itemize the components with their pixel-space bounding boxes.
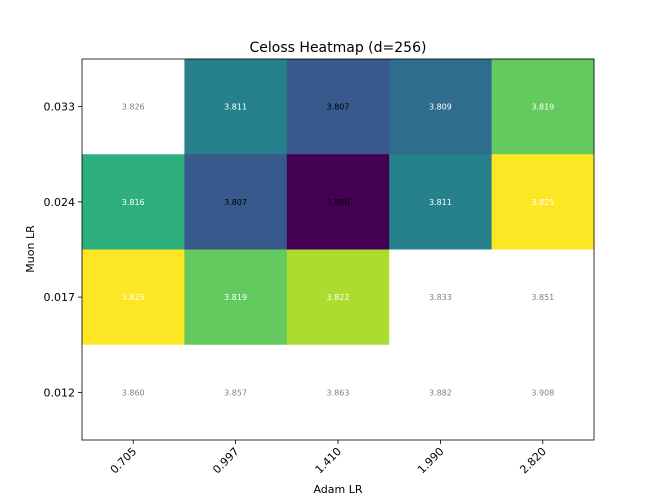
chart-title: Celoss Heatmap (d=256) bbox=[250, 40, 427, 56]
cell-value-label: 3.826 bbox=[122, 103, 145, 112]
y-axis-ticks: 0.033 0.024 0.017 0.012 bbox=[44, 101, 82, 399]
cell-value-label: 3.807 bbox=[224, 198, 247, 207]
heatmap-cell bbox=[184, 59, 288, 155]
heatmap-cell bbox=[184, 154, 288, 250]
cell-value-label: 3.819 bbox=[224, 293, 247, 302]
x-tick-label: 2.820 bbox=[517, 445, 548, 476]
cell-value-label: 3.811 bbox=[429, 198, 452, 207]
y-tick-label: 0.033 bbox=[44, 101, 76, 114]
heatmap-cell bbox=[491, 154, 595, 250]
cell-value-label: 3.857 bbox=[224, 388, 247, 397]
heatmap-cell bbox=[82, 249, 185, 346]
heatmap-cell bbox=[286, 154, 390, 250]
x-tick-label: 0.705 bbox=[108, 445, 139, 476]
heatmap-cell bbox=[286, 59, 390, 155]
cell-value-label: 3.825 bbox=[531, 198, 554, 207]
heatmap-cell-labels: 3.826 3.811 3.807 3.809 3.819 3.816 3.807 3.800… bbox=[122, 103, 555, 398]
y-tick-label: 0.024 bbox=[44, 196, 76, 209]
heatmap-cell bbox=[286, 344, 390, 441]
cell-value-label: 3.816 bbox=[122, 198, 145, 207]
x-tick-label: 1.990 bbox=[415, 445, 446, 476]
y-tick-label: 0.017 bbox=[44, 291, 76, 304]
heatmap-cell bbox=[184, 249, 288, 346]
heatmap-cell bbox=[389, 249, 493, 346]
y-axis-label: Muon LR bbox=[24, 225, 37, 273]
cell-value-label: 3.851 bbox=[531, 293, 554, 302]
heatmap-cell bbox=[82, 59, 185, 155]
heatmap-cell bbox=[491, 344, 595, 441]
cell-value-label: 3.807 bbox=[327, 103, 350, 112]
x-tick-label: 0.997 bbox=[210, 445, 241, 476]
x-axis-ticks: 0.705 0.997 1.410 1.990 2.820 bbox=[108, 440, 549, 476]
heatmap-cell bbox=[491, 249, 595, 346]
heatmap-cell bbox=[184, 344, 288, 441]
heatmap-cell bbox=[82, 154, 185, 250]
cell-value-label: 3.809 bbox=[429, 103, 452, 112]
cell-value-label: 3.825 bbox=[122, 293, 145, 302]
cell-value-label: 3.822 bbox=[327, 293, 350, 302]
cell-value-label: 3.863 bbox=[327, 388, 350, 397]
heatmap-cell bbox=[389, 154, 493, 250]
heatmap-cell bbox=[389, 344, 493, 441]
x-axis-label: Adam LR bbox=[313, 483, 362, 495]
cell-value-label: 3.882 bbox=[429, 388, 452, 397]
heatmap-cells bbox=[82, 59, 595, 441]
heatmap-cell bbox=[491, 59, 595, 155]
cell-value-label: 3.833 bbox=[429, 293, 452, 302]
cell-value-label: 3.811 bbox=[224, 103, 247, 112]
heatmap-cell bbox=[82, 344, 185, 441]
heatmap-cell bbox=[286, 249, 390, 346]
cell-value-label: 3.908 bbox=[531, 388, 554, 397]
x-tick-label: 1.410 bbox=[313, 445, 344, 476]
y-tick-label: 0.012 bbox=[44, 386, 76, 399]
heatmap-cell bbox=[389, 59, 493, 155]
cell-value-label: 3.860 bbox=[122, 388, 145, 397]
cell-value-label: 3.800 bbox=[327, 198, 350, 207]
cell-value-label: 3.819 bbox=[531, 103, 554, 112]
